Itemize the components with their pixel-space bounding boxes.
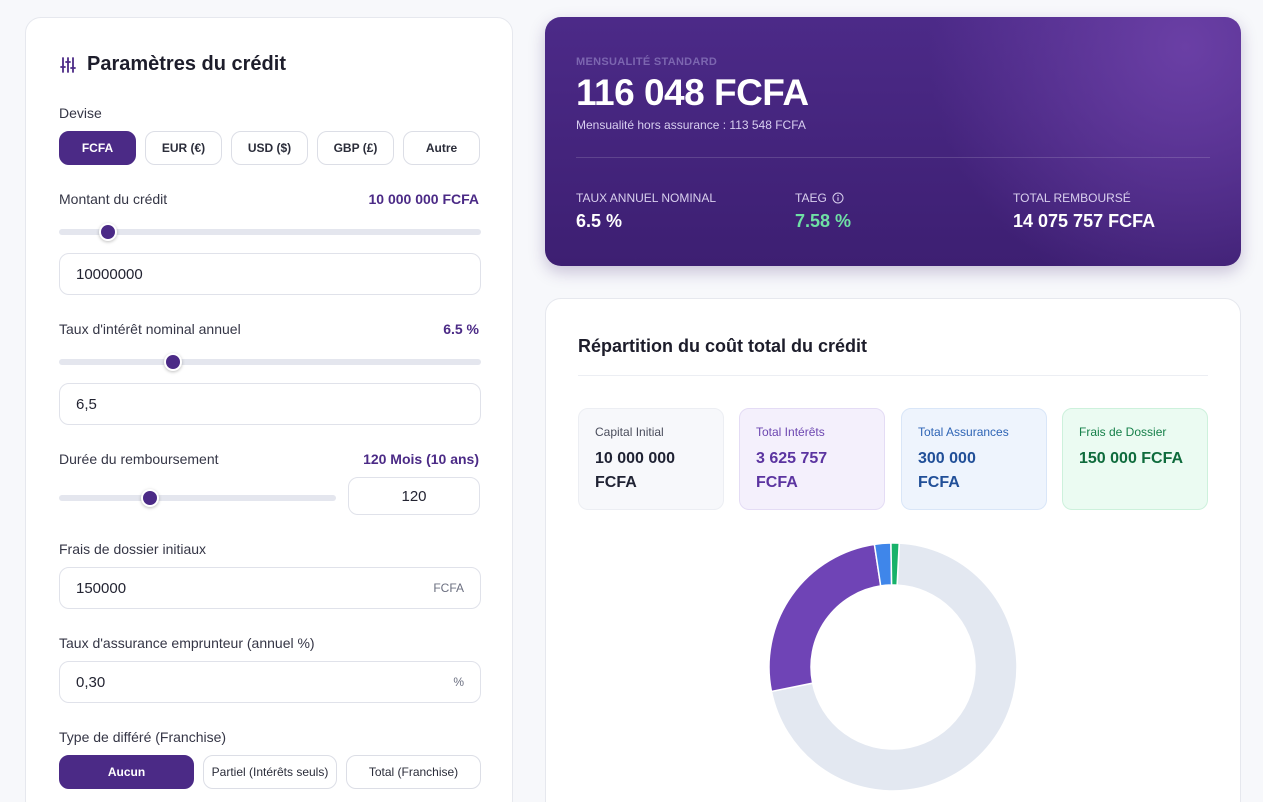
deferral-selector: Aucun Partiel (Intérêts seuls) Total (Fr… — [59, 755, 481, 789]
tile-insurance-unit: FCFA — [918, 474, 960, 491]
amount-value: 10 000 000 FCFA — [368, 191, 479, 207]
stat-total-repaid: TOTAL REMBOURSÉ 14 075 757 FCFA — [1013, 191, 1155, 232]
fees-input-value: 150000 — [76, 579, 127, 597]
panel-header: Paramètres du crédit — [59, 53, 286, 76]
deferral-label: Type de différé (Franchise) — [59, 729, 227, 745]
insurance-input[interactable]: 0,30 % — [59, 661, 481, 703]
tile-capital: Capital Initial 10 000 000 FCFA — [578, 408, 724, 510]
stat-total-repaid-value: 14 075 757 FCFA — [1013, 211, 1156, 231]
currency-gbp-button[interactable]: GBP (£) — [317, 131, 394, 165]
currency-other-button[interactable]: Autre — [403, 131, 480, 165]
tile-fees: Frais de Dossier 150 000 FCFA — [1062, 408, 1208, 510]
cost-donut-chart — [768, 542, 1018, 792]
cost-breakdown-card: Répartition du coût total du crédit Capi… — [545, 298, 1241, 802]
fees-currency-suffix: FCFA — [433, 581, 464, 595]
stat-taeg-value: 7.58 % — [795, 211, 852, 231]
tile-interests-label: Total Intérêts — [756, 425, 825, 439]
tile-fees-value: 150 000 FCFA — [1079, 450, 1184, 467]
monthly-payment-amount: 116 048 FCFA — [576, 72, 809, 113]
insurance-input-value: 0,30 — [76, 673, 106, 691]
summary-caption: MENSUALITÉ STANDARD — [576, 56, 718, 68]
amount-slider[interactable] — [59, 223, 481, 241]
deferral-none-button[interactable]: Aucun — [59, 755, 194, 789]
currency-fcfa-button[interactable]: FCFA — [59, 131, 136, 165]
info-icon[interactable] — [832, 192, 844, 204]
amount-input-value: 10000000 — [76, 265, 143, 283]
rate-input-value: 6,5 — [76, 395, 97, 413]
rate-slider-thumb[interactable] — [163, 353, 182, 371]
donut-slice-capital-initial[interactable] — [770, 542, 1018, 792]
stat-total-repaid-label: TOTAL REMBOURSÉ — [1013, 191, 1131, 205]
donut-slice-total-intérêts[interactable] — [768, 543, 882, 693]
monthly-payment-without-insurance: Mensualité hors assurance : 113 548 FCFA — [576, 118, 806, 132]
amount-input[interactable]: 10000000 — [59, 253, 481, 295]
tile-interests-unit: FCFA — [756, 474, 798, 491]
rate-value: 6.5 % — [443, 321, 479, 337]
rate-slider[interactable] — [59, 353, 481, 371]
breakdown-divider — [578, 375, 1208, 376]
duration-input-value: 120 — [401, 487, 427, 505]
duration-input[interactable]: 120 — [348, 477, 480, 515]
fees-label: Frais de dossier initiaux — [59, 541, 207, 557]
insurance-label: Taux d'assurance emprunteur (annuel %) — [59, 635, 315, 651]
tile-capital-unit: FCFA — [595, 474, 637, 491]
tile-interests-value: 3 625 757 — [756, 450, 828, 467]
fees-input[interactable]: 150000 FCFA — [59, 567, 481, 609]
insurance-percent-suffix: % — [453, 675, 464, 689]
currency-label: Devise — [59, 105, 102, 121]
stat-taeg-label: TAEG — [795, 191, 827, 205]
tile-insurance-label: Total Assurances — [918, 425, 1009, 439]
stat-taeg: TAEG 7.58 % — [795, 191, 851, 232]
tile-fees-label: Frais de Dossier — [1079, 425, 1167, 439]
tile-insurance: Total Assurances 300 000 FCFA — [901, 408, 1047, 510]
monthly-payment-summary: MENSUALITÉ STANDARD 116 048 FCFA Mensual… — [545, 17, 1241, 266]
tile-insurance-value: 300 000 — [918, 450, 976, 467]
currency-eur-button[interactable]: EUR (€) — [145, 131, 222, 165]
summary-divider — [576, 157, 1210, 158]
rate-label: Taux d'intérêt nominal annuel — [59, 321, 241, 337]
panel-title: Paramètres du crédit — [87, 53, 286, 75]
duration-label: Durée du remboursement — [59, 451, 219, 467]
duration-value: 120 Mois (10 ans) — [363, 451, 479, 467]
tile-capital-value: 10 000 000 — [595, 450, 676, 467]
stat-nominal-rate-label: TAUX ANNUEL NOMINAL — [576, 191, 717, 205]
amount-label: Montant du crédit — [59, 191, 168, 207]
duration-slider-thumb[interactable] — [141, 489, 160, 507]
breakdown-title: Répartition du coût total du crédit — [578, 336, 867, 356]
stat-nominal-rate: TAUX ANNUEL NOMINAL 6.5 % — [576, 191, 716, 232]
tile-capital-label: Capital Initial — [595, 425, 664, 439]
deferral-total-button[interactable]: Total (Franchise) — [346, 755, 481, 789]
donut-slice-frais-de-dossier[interactable] — [890, 542, 901, 586]
credit-parameters-panel: Paramètres du crédit Devise FCFA EUR (€)… — [25, 17, 513, 802]
rate-input[interactable]: 6,5 — [59, 383, 481, 425]
currency-selector: FCFA EUR (€) USD ($) GBP (£) Autre — [59, 131, 480, 165]
currency-usd-button[interactable]: USD ($) — [231, 131, 308, 165]
tile-interests: Total Intérêts 3 625 757 FCFA — [739, 408, 885, 510]
deferral-partial-button[interactable]: Partiel (Intérêts seuls) — [203, 755, 337, 789]
amount-slider-thumb[interactable] — [98, 223, 117, 241]
stat-nominal-rate-value: 6.5 % — [576, 211, 623, 231]
sliders-icon — [60, 56, 76, 73]
duration-slider[interactable] — [59, 489, 336, 507]
